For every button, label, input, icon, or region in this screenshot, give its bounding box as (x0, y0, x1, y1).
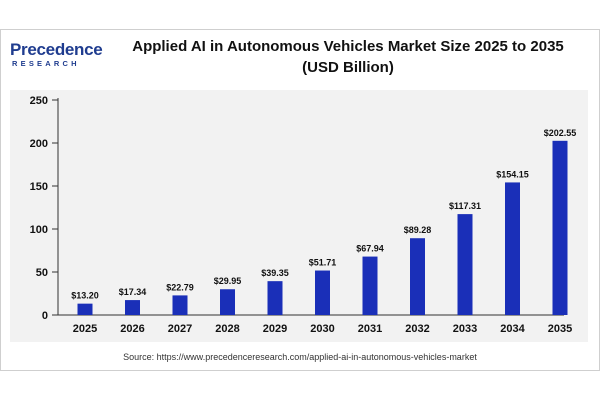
y-tick-label: 150 (30, 181, 48, 193)
bar-2032 (410, 238, 425, 315)
bar-2033 (457, 214, 473, 315)
x-tick-label-2029: 2029 (263, 323, 287, 335)
data-label-2032: $89.28 (404, 225, 432, 235)
data-label-2025: $13.20 (71, 291, 99, 301)
data-label-2031: $67.94 (356, 244, 384, 254)
chart-title: Applied AI in Autonomous Vehicles Market… (108, 36, 588, 78)
x-tick-label-2026: 2026 (120, 323, 144, 335)
x-tick-label-2035: 2035 (548, 323, 572, 335)
x-tick-label-2028: 2028 (215, 323, 239, 335)
bar-2030 (315, 270, 330, 315)
y-tick-label: 0 (42, 310, 48, 322)
y-tick-label: 200 (30, 138, 48, 150)
logo-name: Precedence (10, 40, 103, 59)
x-tick-label-2032: 2032 (405, 323, 429, 335)
data-label-2027: $22.79 (166, 282, 194, 292)
x-tick-label-2025: 2025 (73, 323, 97, 335)
y-tick-label: 100 (30, 224, 48, 236)
x-tick-label-2033: 2033 (453, 323, 477, 335)
bar-2025 (77, 303, 93, 315)
bar-2028 (220, 289, 235, 315)
bar-2031 (362, 256, 378, 315)
data-label-2033: $117.31 (449, 201, 481, 211)
data-label-2035: $202.55 (544, 128, 577, 138)
data-label-2029: $39.35 (261, 268, 289, 278)
chart-title-line1: Applied AI in Autonomous Vehicles Market… (132, 38, 564, 55)
bar-2026 (125, 300, 140, 315)
data-label-2034: $154.15 (496, 169, 529, 179)
bar-2027 (172, 295, 188, 315)
bar-2034 (505, 182, 520, 315)
x-tick-label-2030: 2030 (310, 323, 334, 335)
data-label-2028: $29.95 (214, 276, 242, 286)
x-tick-label-2027: 2027 (168, 323, 192, 335)
bar-2029 (267, 281, 283, 315)
brand-logo: Precedence RESEARCH (10, 40, 103, 70)
source-note: Source: https://www.precedenceresearch.c… (123, 352, 477, 362)
data-label-2030: $51.71 (309, 258, 337, 268)
x-tick-label-2031: 2031 (358, 323, 382, 335)
logo-sub: RESEARCH (12, 59, 80, 68)
y-tick-label: 50 (36, 267, 48, 279)
bar-2035 (552, 140, 568, 315)
x-tick-label-2034: 2034 (500, 323, 525, 335)
y-tick-label: 250 (30, 95, 48, 107)
chart-title-line2: (USD Billion) (302, 59, 394, 76)
plot-background (10, 90, 588, 342)
data-label-2026: $17.34 (119, 287, 147, 297)
